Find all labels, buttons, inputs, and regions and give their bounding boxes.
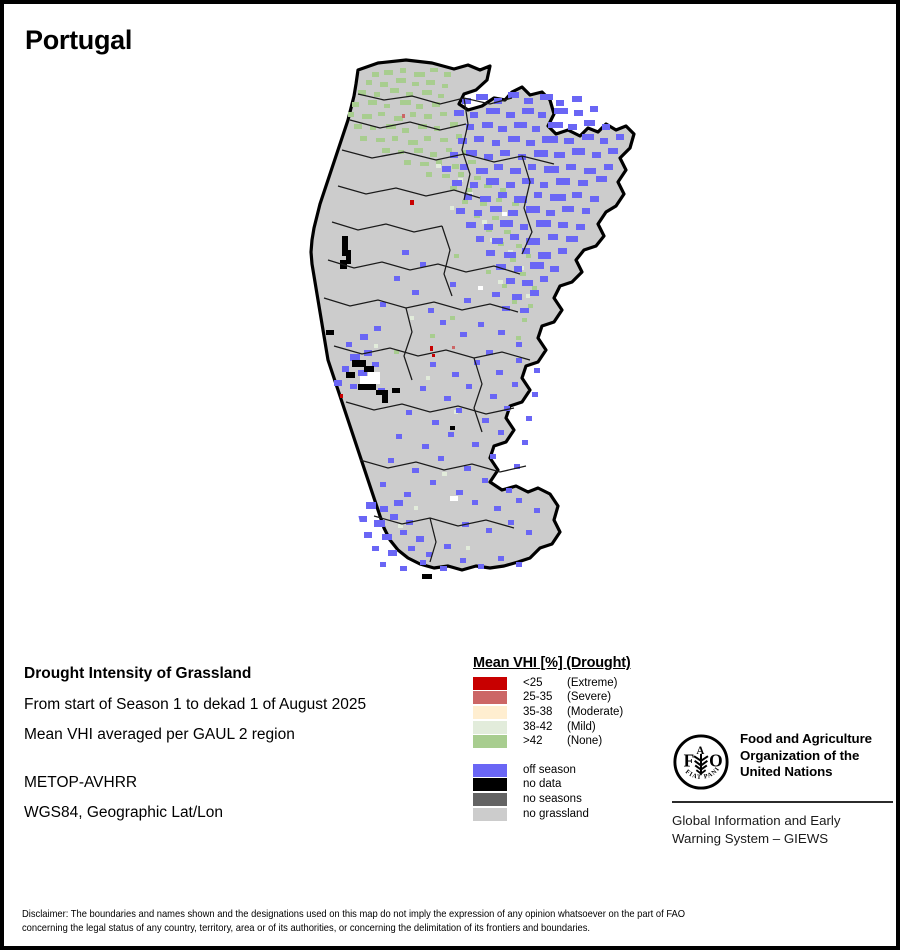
class-severe-pixels	[402, 114, 455, 349]
legend-label-off-season: off season	[523, 763, 576, 776]
legend-row-no-seasons[interactable]: no seasons	[473, 792, 673, 807]
info-heading: Drought Intensity of Grassland	[24, 665, 252, 682]
class-off-season-pixels	[334, 92, 624, 571]
info-period: From start of Season 1 to dekad 1 of Aug…	[24, 695, 367, 713]
class-extreme-pixels	[340, 200, 435, 398]
legend-row-no-grassland[interactable]: no grassland	[473, 807, 673, 822]
legend-row-moderate[interactable]: 35-38 (Moderate)	[473, 705, 673, 720]
fao-branding-block: F O A FIAT PANIS Food an	[672, 731, 897, 848]
fao-name-line1: Food and Agriculture	[740, 731, 872, 746]
legend-label-none: >42 (None)	[523, 735, 603, 748]
legend-gap	[473, 749, 673, 763]
disclaimer-line2: concerning the legal status of any count…	[22, 923, 591, 934]
legend-swatch-mild	[473, 720, 507, 734]
legend-label-severe: 25-35 (Severe)	[523, 691, 612, 704]
info-projection: WGS84, Geographic Lat/Lon	[24, 804, 224, 821]
legend-swatch-moderate	[473, 705, 507, 719]
fao-divider	[672, 801, 893, 803]
fao-name: Food and Agriculture Organization of the…	[740, 731, 872, 781]
legend-label-no-seasons: no seasons	[523, 792, 582, 805]
legend-label-moderate: 35-38 (Moderate)	[523, 705, 624, 718]
svg-text:A: A	[696, 745, 704, 757]
info-spacer	[24, 751, 454, 768]
info-sensor: METOP-AVHRR	[24, 773, 138, 791]
legend-row-mild[interactable]: 38-42 (Mild)	[473, 720, 673, 735]
info-method: Mean VHI averaged per GAUL 2 region	[24, 726, 295, 743]
legend-row-none[interactable]: >42 (None)	[473, 734, 673, 749]
class-none-pixels	[348, 68, 537, 354]
legend-swatch-none	[473, 735, 507, 749]
giews-line1: Global Information and Early	[672, 813, 841, 828]
legend-swatch-no-grassland	[473, 807, 507, 821]
legend-swatch-extreme	[473, 676, 507, 690]
legend-swatch-no-seasons	[473, 792, 507, 806]
legend-label-no-grassland: no grassland	[523, 807, 589, 820]
legend-label-extreme: <25 (Extreme)	[523, 676, 618, 689]
page-title: Portugal	[25, 25, 133, 55]
legend-row-severe[interactable]: 25-35 (Severe)	[473, 691, 673, 706]
fao-name-line2: Organization of the	[740, 747, 860, 763]
disclaimer-line1: Disclaimer: The boundaries and names sho…	[22, 909, 686, 920]
map-gaps	[360, 212, 507, 501]
map-info-block: Drought Intensity of Grassland From star…	[24, 659, 454, 829]
legend-label-mild: 38-42 (Mild)	[523, 720, 596, 733]
giews-system-name: Global Information and Early Warning Sys…	[672, 812, 897, 848]
thematic-pixel-layer	[326, 68, 624, 579]
svg-text:O: O	[709, 751, 723, 771]
svg-text:F: F	[684, 751, 695, 771]
legend-label-no-data: no data	[523, 778, 562, 791]
legend-title: Mean VHI [%] (Drought)	[473, 655, 631, 671]
admin-boundaries-layer	[323, 93, 555, 563]
legend-row-no-data[interactable]: no data	[473, 778, 673, 793]
portugal-map-svg[interactable]	[254, 54, 674, 629]
map-canvas[interactable]	[254, 54, 674, 629]
legend-row-off-season[interactable]: off season	[473, 763, 673, 778]
legend-row-extreme[interactable]: <25 (Extreme)	[473, 676, 673, 691]
legend-swatch-off-season	[473, 763, 507, 777]
giews-line2: Warning System – GIEWS	[672, 831, 829, 846]
fao-header: F O A FIAT PANIS Food an	[672, 731, 897, 791]
map-legend: Mean VHI [%] (Drought) <25 (Extreme) 25-3…	[473, 655, 673, 821]
legend-swatch-no-data	[473, 778, 507, 792]
legend-swatch-severe	[473, 691, 507, 705]
fao-logo-icon: F O A FIAT PANIS	[672, 733, 729, 790]
fao-name-line3: United Nations	[740, 764, 833, 780]
disclaimer: Disclaimer: The boundaries and names sho…	[22, 908, 815, 936]
